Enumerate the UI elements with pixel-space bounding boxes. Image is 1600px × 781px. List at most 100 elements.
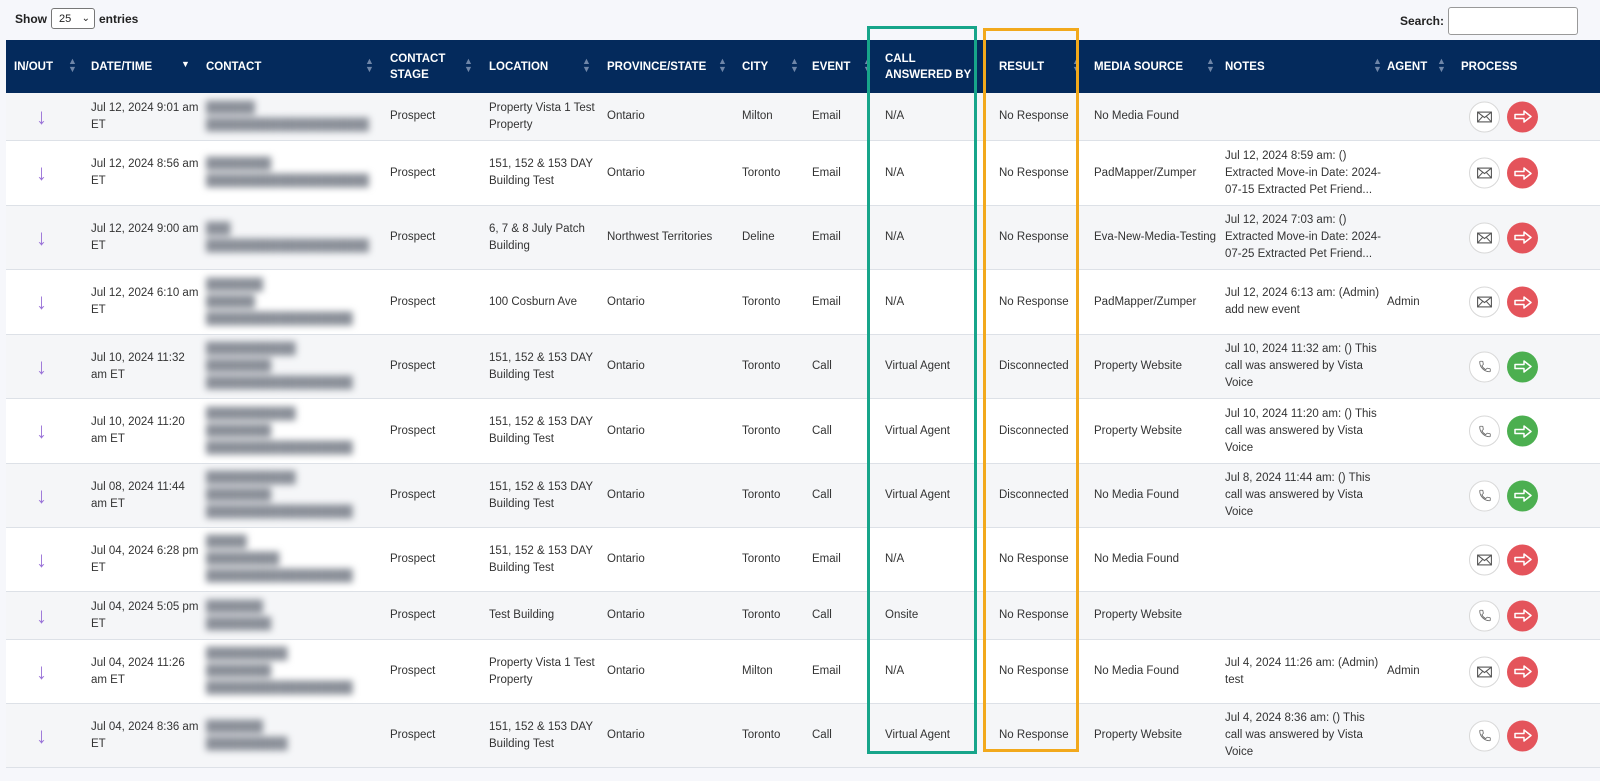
city-text: Toronto (742, 295, 781, 308)
sort-icon[interactable]: ▲ ▼ (790, 56, 799, 74)
contact-cell[interactable]: █████ █████████ ██████████████████ (206, 528, 366, 591)
contact-cell[interactable]: ██████ ████████████████████ (206, 93, 369, 140)
process-lead-button[interactable] (1507, 157, 1538, 189)
sort-icon[interactable]: ▲ ▼ (582, 56, 591, 74)
phone-icon (1478, 609, 1492, 623)
stage-cell: Prospect (390, 464, 480, 527)
process-lead-button[interactable] (1507, 101, 1538, 132)
column-header-stage[interactable]: CONTACT STAGE (390, 52, 446, 81)
event-cell: Call (812, 399, 872, 463)
province-text: Ontario (607, 729, 645, 741)
process-lead-button[interactable] (1507, 415, 1538, 447)
agent-cell (1387, 206, 1452, 269)
sort-icon[interactable]: ▲ ▼ (718, 56, 727, 74)
column-header-inout[interactable]: IN/OUT (14, 60, 53, 73)
table-row[interactable]: ↓ ███████ ██████████ Jul 04, 2024 8:36 am E… (6, 704, 1600, 768)
location-text: 6, 7 & 8 July Patch Building (489, 222, 585, 252)
column-header-contact[interactable]: CONTACT (206, 60, 262, 73)
column-header-notes[interactable]: NOTES (1225, 60, 1265, 73)
contact-cell[interactable]: ███████████ ████████ ██████████████████ (206, 399, 366, 463)
contact-cell[interactable]: ███████ ████████ (206, 592, 366, 639)
send-email-button[interactable] (1469, 286, 1500, 318)
process-buttons (1469, 415, 1538, 447)
send-email-button[interactable] (1469, 101, 1500, 132)
column-header-answered[interactable]: CALL ANSWERED BY (885, 52, 972, 81)
stage-cell: Prospect (390, 399, 480, 463)
table-row[interactable]: ↓ ███████████ ████████ ██████████████████ Ju… (6, 335, 1600, 399)
column-header-province[interactable]: PROVINCE/STATE (607, 60, 707, 73)
sort-icon[interactable]: ▲ ▼ (1206, 56, 1215, 74)
column-header-event[interactable]: EVENT (812, 60, 851, 73)
process-lead-button[interactable] (1507, 656, 1538, 687)
table-header: IN/OUT ▲ ▼ DATE/TIME ▼ CONTACT ▲ ▼ CONTACT STAGE… (6, 40, 1600, 93)
entries-select[interactable]: 25 ⌄ (51, 8, 95, 29)
sort-icon[interactable]: ▲ ▼ (365, 56, 374, 74)
contact-cell[interactable]: ████████ ████████████████████ (206, 141, 369, 205)
media-cell: No Media Found (1094, 464, 1219, 527)
sort-icon[interactable]: ▲ ▼ (1437, 56, 1446, 74)
sort-icon[interactable]: ▲ ▼ (464, 56, 473, 74)
call-button[interactable] (1469, 351, 1500, 382)
send-email-button[interactable] (1469, 656, 1500, 687)
process-lead-button[interactable] (1507, 222, 1538, 253)
contact-line: ███████ (206, 600, 264, 613)
process-lead-button[interactable] (1507, 720, 1538, 751)
sort-icon[interactable]: ▲ ▼ (863, 56, 872, 74)
send-email-button[interactable] (1469, 157, 1500, 189)
process-lead-button[interactable] (1507, 480, 1538, 511)
sort-icon[interactable]: ▲ ▼ (1072, 56, 1081, 74)
arrow-down-icon: ↓ (36, 482, 47, 508)
table-row[interactable]: ↓ ███ ████████████████████ Jul 12, 2024 9:0… (6, 206, 1600, 270)
column-header-media[interactable]: MEDIA SOURCE (1094, 60, 1184, 73)
contact-line: ███ (206, 222, 231, 235)
table-row[interactable]: ↓ ██████████ ████████ ██████████████████ Jul… (6, 640, 1600, 704)
table-row[interactable]: ↓ ███████████ ████████ ██████████████████ Ju… (6, 399, 1600, 464)
table-row[interactable]: ↓ ██████ ████████████████████ Jul 12, 2024 … (6, 93, 1600, 141)
contact-line: ████████ (206, 665, 272, 677)
contact-cell[interactable]: ███████ ██████████ (206, 704, 366, 767)
city-cell: Toronto (742, 335, 807, 398)
search-label: Search: (1399, 14, 1444, 28)
contact-cell[interactable]: ███████ ██████ ██████████████████ (206, 270, 366, 334)
call-button[interactable] (1469, 480, 1500, 511)
search-input[interactable] (1448, 7, 1578, 35)
process-lead-button[interactable] (1507, 600, 1538, 631)
contact-line: ██████████████████ (206, 441, 353, 454)
sort-icon[interactable]: ▲ ▼ (68, 56, 77, 74)
call-button[interactable] (1469, 600, 1500, 631)
contact-cell[interactable]: ███ ████████████████████ (206, 206, 369, 269)
column-header-location[interactable]: LOCATION (489, 60, 549, 73)
process-lead-button[interactable] (1507, 286, 1538, 318)
call-button[interactable] (1469, 415, 1500, 447)
forward-arrow-icon (1513, 360, 1532, 374)
sort-icon[interactable]: ▲ ▼ (1373, 56, 1382, 74)
table-row[interactable]: ↓ ███████ ██████ ██████████████████ Jul 12, … (6, 270, 1600, 335)
call-button[interactable] (1469, 720, 1500, 751)
sort-desc-icon[interactable]: ▼ (181, 59, 190, 69)
send-email-button[interactable] (1469, 222, 1500, 253)
column-header-agent[interactable]: AGENT (1387, 60, 1428, 73)
table-row[interactable]: ↓ █████ █████████ ██████████████████ Jul 04,… (6, 528, 1600, 592)
table-row[interactable]: ↓ ████████ ████████████████████ Jul 12, 202… (6, 141, 1600, 206)
datetime-cell: Jul 10, 2024 11:32 am ET (91, 335, 201, 398)
process-buttons (1469, 157, 1538, 189)
answered-text: N/A (885, 231, 905, 243)
table-row[interactable]: ↓ ███████ ████████ Jul 04, 2024 5:05 pm ET P… (6, 592, 1600, 640)
column-header-datetime[interactable]: DATE/TIME (91, 60, 153, 73)
datetime-text: Jul 12, 2024 9:01 am ET (91, 101, 199, 131)
send-email-button[interactable] (1469, 544, 1500, 575)
media-cell: PadMapper/Zumper (1094, 141, 1219, 205)
column-header-process[interactable]: PROCESS (1461, 60, 1518, 73)
contact-cell[interactable]: ███████████ ████████ ██████████████████ (206, 464, 366, 527)
stage-text: Prospect (390, 489, 436, 501)
contact-cell[interactable]: ███████████ ████████ ██████████████████ (206, 335, 366, 398)
column-header-result[interactable]: RESULT (999, 60, 1045, 73)
process-buttons (1469, 480, 1538, 511)
stage-text: Prospect (390, 360, 436, 372)
column-header-city[interactable]: CITY (742, 60, 769, 73)
process-lead-button[interactable] (1507, 544, 1538, 575)
table-row[interactable]: ↓ ███████████ ████████ ██████████████████ Ju… (6, 464, 1600, 528)
entries-select-value: 25 (59, 12, 72, 25)
process-lead-button[interactable] (1507, 351, 1538, 382)
contact-cell[interactable]: ██████████ ████████ ██████████████████ (206, 640, 366, 703)
